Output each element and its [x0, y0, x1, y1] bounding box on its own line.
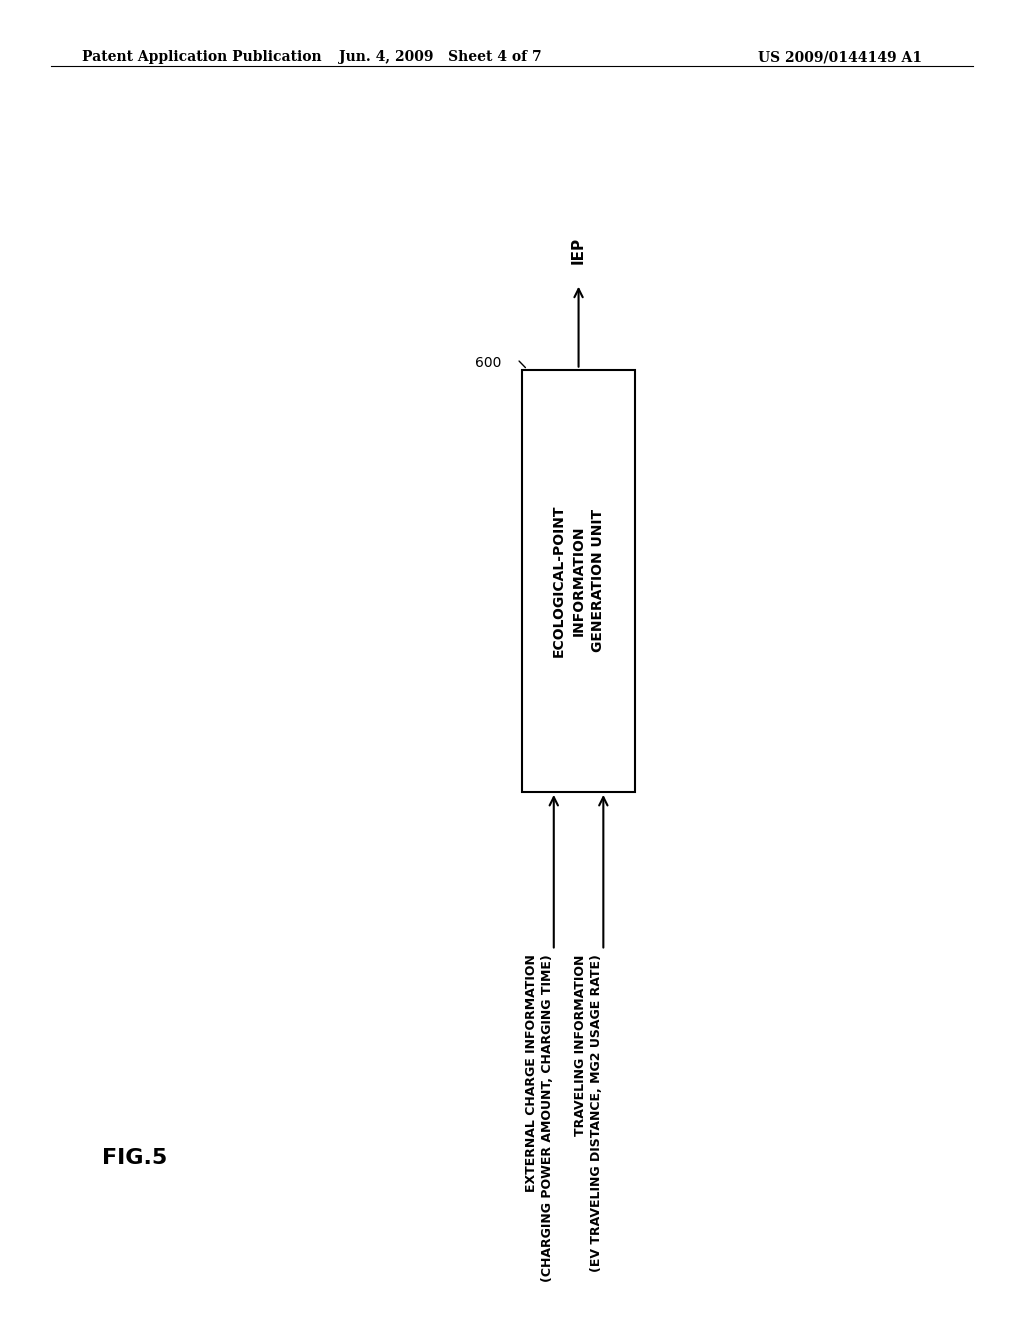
Text: US 2009/0144149 A1: US 2009/0144149 A1	[758, 50, 922, 65]
Bar	[522, 370, 635, 792]
Text: TRAVELING INFORMATION
(EV TRAVELING DISTANCE, MG2 USAGE RATE): TRAVELING INFORMATION (EV TRAVELING DIST…	[574, 954, 603, 1272]
Text: IEP: IEP	[571, 236, 586, 264]
Text: Jun. 4, 2009   Sheet 4 of 7: Jun. 4, 2009 Sheet 4 of 7	[339, 50, 542, 65]
Text: EXTERNAL CHARGE INFORMATION
(CHARGING POWER AMOUNT, CHARGING TIME): EXTERNAL CHARGE INFORMATION (CHARGING PO…	[524, 954, 554, 1282]
Text: ECOLOGICAL-POINT
INFORMATION
GENERATION UNIT: ECOLOGICAL-POINT INFORMATION GENERATION …	[552, 504, 605, 657]
Text: FIG.5: FIG.5	[102, 1148, 168, 1168]
Text: Patent Application Publication: Patent Application Publication	[82, 50, 322, 65]
Text: 600: 600	[475, 356, 502, 371]
